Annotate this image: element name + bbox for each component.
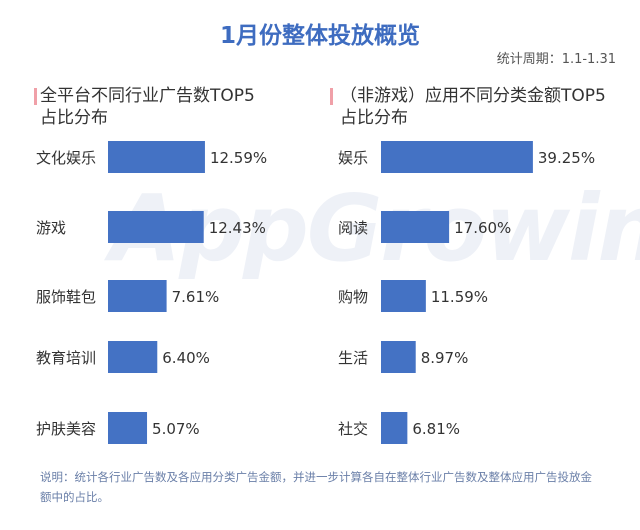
right-title-line2: 占比分布	[340, 108, 408, 128]
left-bar	[108, 280, 167, 312]
left-title-line2: 占比分布	[40, 108, 108, 128]
left-value-label: 6.40%	[162, 349, 210, 367]
right-bar	[381, 211, 450, 243]
left-bar	[108, 211, 204, 243]
right-title-line1: （非游戏）应用不同分类金额TOP5	[340, 86, 606, 106]
right-bar	[381, 141, 533, 173]
left-value-label: 5.07%	[152, 420, 200, 438]
left-category-label: 游戏	[36, 219, 66, 237]
left-category-label: 文化娱乐	[36, 149, 96, 167]
period-label: 统计周期：1.1-1.31	[496, 52, 616, 67]
right-category-label: 社交	[338, 420, 368, 438]
left-category-label: 教育培训	[36, 349, 96, 367]
right-bar	[381, 341, 416, 373]
right-bar	[381, 412, 408, 444]
right-value-label: 17.60%	[454, 219, 511, 237]
right-category-label: 阅读	[338, 219, 368, 237]
right-chart-title: （非游戏）应用不同分类金额TOP5 占比分布	[330, 85, 606, 129]
left-category-label: 服饰鞋包	[36, 288, 96, 306]
right-value-label: 39.25%	[538, 149, 595, 167]
right-value-label: 6.81%	[412, 420, 460, 438]
accent-mark	[34, 88, 37, 105]
left-chart-title: 全平台不同行业广告数TOP5 占比分布	[34, 85, 255, 129]
left-title-line1: 全平台不同行业广告数TOP5	[40, 86, 255, 106]
left-value-label: 12.43%	[209, 219, 266, 237]
left-category-label: 护肤美容	[36, 420, 96, 438]
right-category-label: 购物	[338, 288, 368, 306]
left-bar	[108, 412, 148, 444]
right-category-label: 娱乐	[338, 149, 368, 167]
right-bar	[381, 280, 426, 312]
right-category-label: 生活	[338, 349, 368, 367]
accent-mark	[330, 88, 333, 105]
page-title: 1月份整体投放概览	[219, 23, 420, 49]
left-value-label: 12.59%	[210, 149, 267, 167]
footnote: 说明：统计各行业广告数及各应用分类广告金额，并进一步计算各自在整体行业广告数及整…	[40, 470, 592, 504]
left-bar	[108, 141, 205, 173]
right-value-label: 11.59%	[431, 288, 488, 306]
left-value-label: 7.61%	[172, 288, 220, 306]
left-bar	[108, 341, 158, 373]
right-value-label: 8.97%	[421, 349, 469, 367]
